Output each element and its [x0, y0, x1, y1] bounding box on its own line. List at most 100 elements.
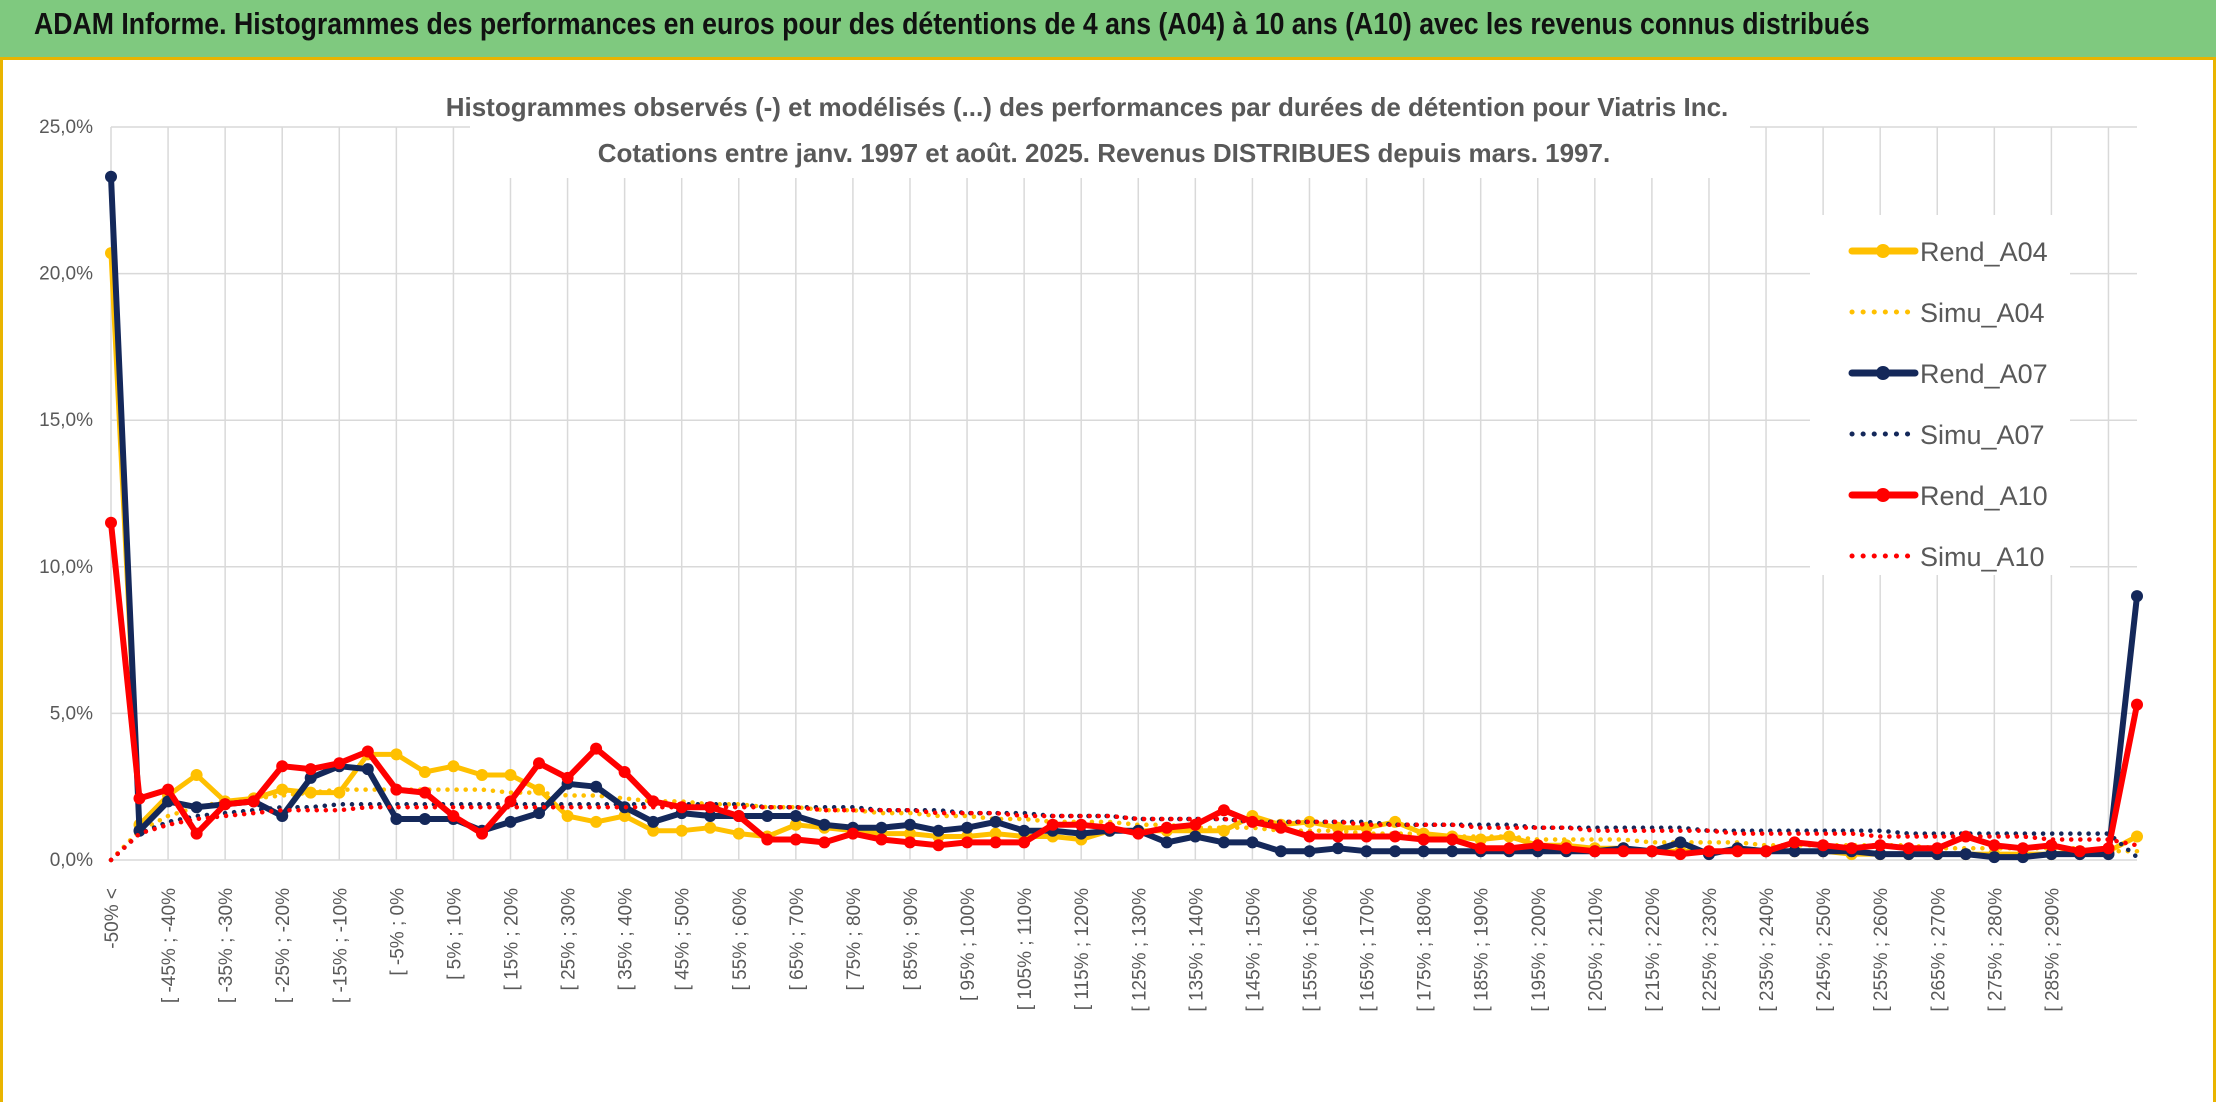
x-tick-label: [ 55% ; 60%	[730, 888, 751, 991]
data-point	[1446, 833, 1459, 846]
x-tick-label: [ -25% ; -20%	[273, 888, 294, 1003]
data-point	[1560, 842, 1573, 855]
chart-legend: Rend_A04 Simu_A04 Rend_A07 Simu_A07 Rend_A10…	[1848, 237, 2048, 572]
data-point	[1446, 845, 1459, 858]
legend-marker	[1876, 366, 1890, 380]
data-point	[561, 810, 574, 822]
y-tick-label: 5,0%	[50, 703, 93, 724]
x-tick-label: [ 165% ; 170%	[1358, 888, 1379, 1012]
data-point	[276, 810, 289, 822]
data-point	[1674, 848, 1687, 861]
data-point	[1389, 830, 1402, 843]
x-tick-label: -50% <	[102, 888, 123, 949]
chart-area	[0, 60, 2216, 1102]
x-axis-ticks: -50% < [ -45% ; -40% [ -35% ; -30% [ -25% ;…	[102, 888, 2063, 1012]
data-point	[1189, 818, 1202, 831]
data-point	[904, 836, 916, 849]
x-tick-label: [ -5% ; 0%	[387, 888, 408, 976]
data-point	[333, 757, 346, 770]
data-point	[1417, 845, 1430, 858]
data-point	[2131, 698, 2143, 711]
x-tick-label: [ 185% ; 190%	[1472, 888, 1493, 1012]
x-tick-label: [ -35% ; -30%	[216, 888, 237, 1003]
data-point	[1902, 842, 1915, 855]
data-point	[504, 795, 517, 808]
x-tick-label: [ 15% ; 20%	[501, 888, 522, 991]
data-point	[675, 824, 688, 837]
data-point	[961, 836, 974, 849]
data-point	[875, 833, 888, 846]
data-point	[105, 170, 117, 183]
legend-label: Rend_A10	[1920, 481, 2048, 511]
data-point	[1645, 845, 1658, 858]
data-point	[704, 801, 717, 814]
data-point	[190, 801, 203, 814]
legend-label: Rend_A07	[1920, 359, 2048, 389]
x-tick-label: [ 135% ; 140%	[1186, 888, 1207, 1012]
data-point	[1817, 839, 1830, 852]
data-point	[476, 769, 488, 781]
data-point	[647, 824, 660, 837]
data-point	[247, 795, 260, 808]
data-point	[476, 827, 488, 840]
x-tick-label: [ 35% ; 40%	[616, 888, 637, 991]
data-point	[818, 818, 831, 831]
data-point	[789, 818, 802, 831]
data-point	[732, 827, 745, 840]
legend-label: Simu_A04	[1920, 298, 2045, 328]
data-point	[761, 810, 774, 822]
data-point	[761, 833, 774, 846]
chart-subtitle: Cotations entre janv. 1997 et août. 2025…	[598, 138, 1610, 168]
x-tick-label: [ 245% ; 250%	[1814, 888, 1835, 1012]
x-tick-label: [ 45% ; 50%	[673, 888, 694, 991]
legend-item-rend-a07: Rend_A07	[1848, 359, 2048, 389]
x-tick-label: [ 285% ; 290%	[2042, 888, 2063, 1012]
legend-label: Simu_A07	[1920, 420, 2045, 450]
data-point	[418, 766, 431, 778]
data-point	[504, 815, 517, 828]
data-point	[1845, 842, 1858, 855]
data-point	[989, 827, 1002, 840]
data-point	[1217, 836, 1230, 849]
x-tick-label: [ 85% ; 90%	[901, 888, 922, 991]
data-point	[732, 810, 745, 822]
data-point	[418, 813, 431, 825]
data-point	[618, 810, 631, 822]
data-point	[361, 745, 374, 758]
chart-title: Histogrammes observés (-) et modélisés (…	[446, 92, 1729, 122]
data-point	[1417, 833, 1430, 846]
data-point	[533, 757, 545, 770]
y-tick-label: 15,0%	[39, 410, 93, 431]
data-point	[1132, 827, 1145, 840]
data-point	[276, 783, 289, 796]
data-point	[1075, 818, 1088, 831]
y-tick-label: 0,0%	[50, 850, 93, 871]
data-point	[1075, 827, 1088, 840]
data-point	[361, 763, 374, 776]
data-point	[133, 792, 146, 805]
x-tick-label: [ 235% ; 240%	[1757, 888, 1778, 1012]
x-tick-label: [ 145% ; 150%	[1243, 888, 1264, 1012]
data-point	[846, 827, 859, 840]
data-point	[1160, 821, 1173, 834]
data-point	[1274, 845, 1287, 858]
data-point	[875, 821, 888, 834]
data-point	[818, 836, 831, 849]
data-point	[1303, 845, 1316, 858]
legend-label: Rend_A04	[1920, 237, 2048, 267]
legend-marker	[1876, 244, 1890, 258]
data-point	[561, 771, 574, 784]
data-point	[1103, 821, 1116, 834]
data-point	[1018, 836, 1031, 849]
data-point	[162, 783, 175, 796]
data-point	[447, 760, 460, 773]
y-tick-label: 20,0%	[39, 264, 93, 285]
data-point	[1703, 845, 1715, 858]
x-tick-label: [ 275% ; 280%	[1985, 888, 2006, 1012]
y-tick-label: 10,0%	[39, 557, 93, 578]
data-point	[590, 780, 603, 793]
data-point	[590, 815, 603, 828]
x-tick-label: [ 225% ; 230%	[1700, 888, 1721, 1012]
series-lines	[105, 170, 2143, 864]
